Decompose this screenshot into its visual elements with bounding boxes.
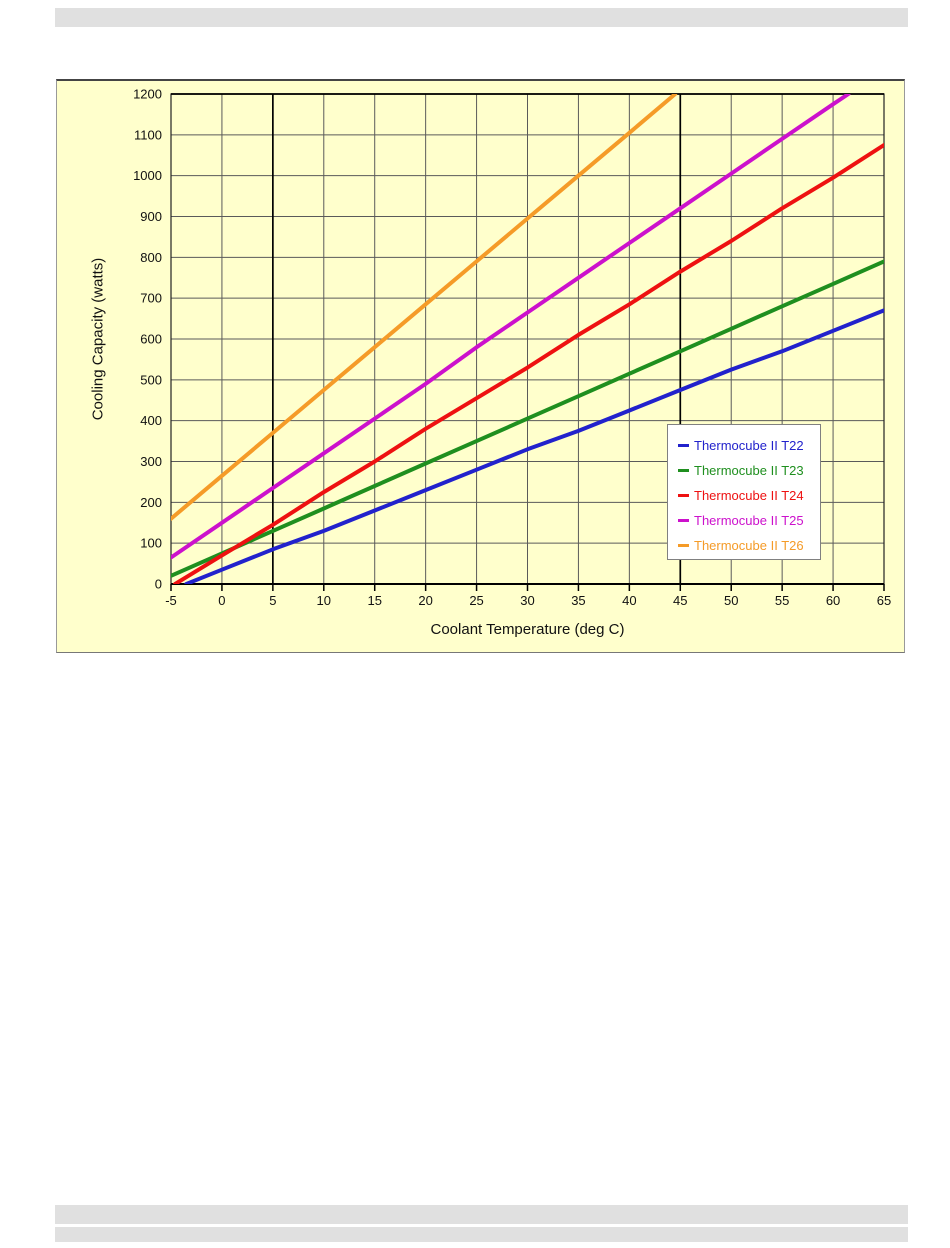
x-tick-label: 55 bbox=[775, 593, 789, 608]
y-tick-label: 300 bbox=[140, 454, 162, 469]
series-line-T26 bbox=[171, 94, 678, 521]
y-tick-label: 800 bbox=[140, 250, 162, 265]
bottom-gray-bar-lower bbox=[55, 1227, 908, 1242]
y-tick-label: 200 bbox=[140, 495, 162, 510]
series-line-T25 bbox=[171, 94, 851, 560]
series-line-T23 bbox=[171, 259, 884, 578]
x-tick-label: 0 bbox=[218, 593, 225, 608]
y-axis-title: Cooling Capacity (watts) bbox=[89, 257, 107, 421]
legend-item-T25: Thermocube II T25 bbox=[678, 508, 820, 533]
y-tick-label: 500 bbox=[140, 372, 162, 387]
x-tick-label: 40 bbox=[622, 593, 636, 608]
series-line-T22 bbox=[184, 308, 884, 584]
chart-plot-area: -5 0 5 10 15 20 25 30 35 40 45 50 55 60 65010020030040… bbox=[133, 87, 891, 609]
y-tick-label: 1100 bbox=[134, 127, 162, 142]
legend-marker bbox=[678, 544, 689, 547]
x-tick-label: 45 bbox=[673, 593, 687, 608]
cooling-capacity-chart: -5 0 5 10 15 20 25 30 35 40 45 50 55 60 65 0 100 200 300 40… bbox=[56, 79, 905, 653]
legend-marker bbox=[678, 469, 689, 472]
x-tick-label: -5 bbox=[165, 593, 177, 608]
bottom-gray-bar-upper bbox=[55, 1205, 908, 1224]
x-tick-label: 10 bbox=[317, 593, 331, 608]
series-line-T24 bbox=[173, 143, 884, 584]
legend-label: Thermocube II T25 bbox=[694, 513, 804, 528]
x-axis-title: Coolant Temperature (deg C) bbox=[430, 621, 625, 638]
y-tick-label: 0 bbox=[155, 577, 162, 592]
legend-marker bbox=[678, 444, 689, 447]
x-tick-label: 20 bbox=[418, 593, 432, 608]
y-tick-label: 1200 bbox=[133, 87, 162, 102]
legend-item-T23: Thermocube II T23 bbox=[678, 458, 820, 483]
x-tick-label: 35 bbox=[571, 593, 585, 608]
y-tick-label: 600 bbox=[140, 332, 162, 347]
legend-item-T22: Thermocube II T22 bbox=[678, 433, 820, 458]
x-tick-label: 50 bbox=[724, 593, 738, 608]
legend-label: Thermocube II T22 bbox=[694, 438, 804, 453]
y-tick-label: 100 bbox=[140, 536, 162, 551]
y-tick-label: 700 bbox=[140, 291, 162, 306]
x-tick-label: 60 bbox=[826, 593, 840, 608]
x-tick-label: 25 bbox=[469, 593, 483, 608]
y-tick-label: 1000 bbox=[133, 168, 162, 183]
x-tick-label: 65 bbox=[877, 593, 891, 608]
y-tick-label: 900 bbox=[140, 209, 162, 224]
legend-label: Thermocube II T23 bbox=[694, 463, 804, 478]
x-tick-label: 5 bbox=[269, 593, 276, 608]
legend: Thermocube II T22 Thermocube II T23 Thermo… bbox=[667, 424, 821, 560]
legend-item-T26: Thermocube II T26 bbox=[678, 533, 820, 558]
top-gray-bar bbox=[55, 8, 908, 27]
x-tick-label: 30 bbox=[520, 593, 534, 608]
legend-marker bbox=[678, 494, 689, 497]
legend-marker bbox=[678, 519, 689, 522]
legend-label: Thermocube II T24 bbox=[694, 488, 804, 503]
legend-label: Thermocube II T26 bbox=[694, 538, 804, 553]
legend-item-T24: Thermocube II T24 bbox=[678, 483, 820, 508]
y-tick-label: 400 bbox=[140, 413, 162, 428]
x-tick-label: 15 bbox=[367, 593, 381, 608]
